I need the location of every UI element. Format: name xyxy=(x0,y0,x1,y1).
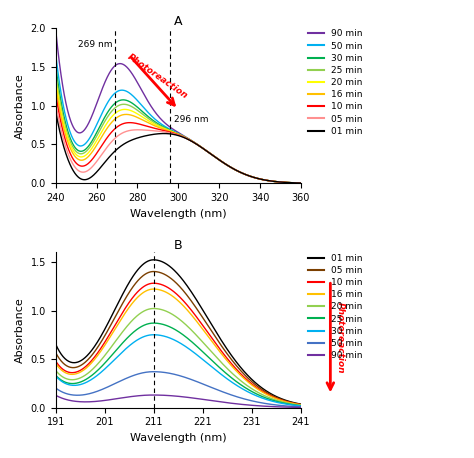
Title: A: A xyxy=(174,15,182,28)
Y-axis label: Absorbance: Absorbance xyxy=(15,73,25,138)
X-axis label: Wavelength (nm): Wavelength (nm) xyxy=(130,433,227,443)
Legend: 01 min, 05 min, 10 min, 16 min, 20 min, 25 min, 30 min, 50 min, 90 min: 01 min, 05 min, 10 min, 16 min, 20 min, … xyxy=(308,254,363,360)
Text: Photoreaction: Photoreaction xyxy=(336,302,345,374)
Legend: 90 min, 50 min, 30 min, 25 min, 20 min, 16 min, 10 min, 05 min, 01 min: 90 min, 50 min, 30 min, 25 min, 20 min, … xyxy=(308,29,363,136)
Text: Photoreaction: Photoreaction xyxy=(126,52,190,100)
X-axis label: Wavelength (nm): Wavelength (nm) xyxy=(130,208,227,218)
Title: B: B xyxy=(174,240,182,252)
Y-axis label: Absorbance: Absorbance xyxy=(15,297,25,363)
Text: 269 nm: 269 nm xyxy=(78,40,113,49)
Text: 296 nm: 296 nm xyxy=(174,115,209,124)
